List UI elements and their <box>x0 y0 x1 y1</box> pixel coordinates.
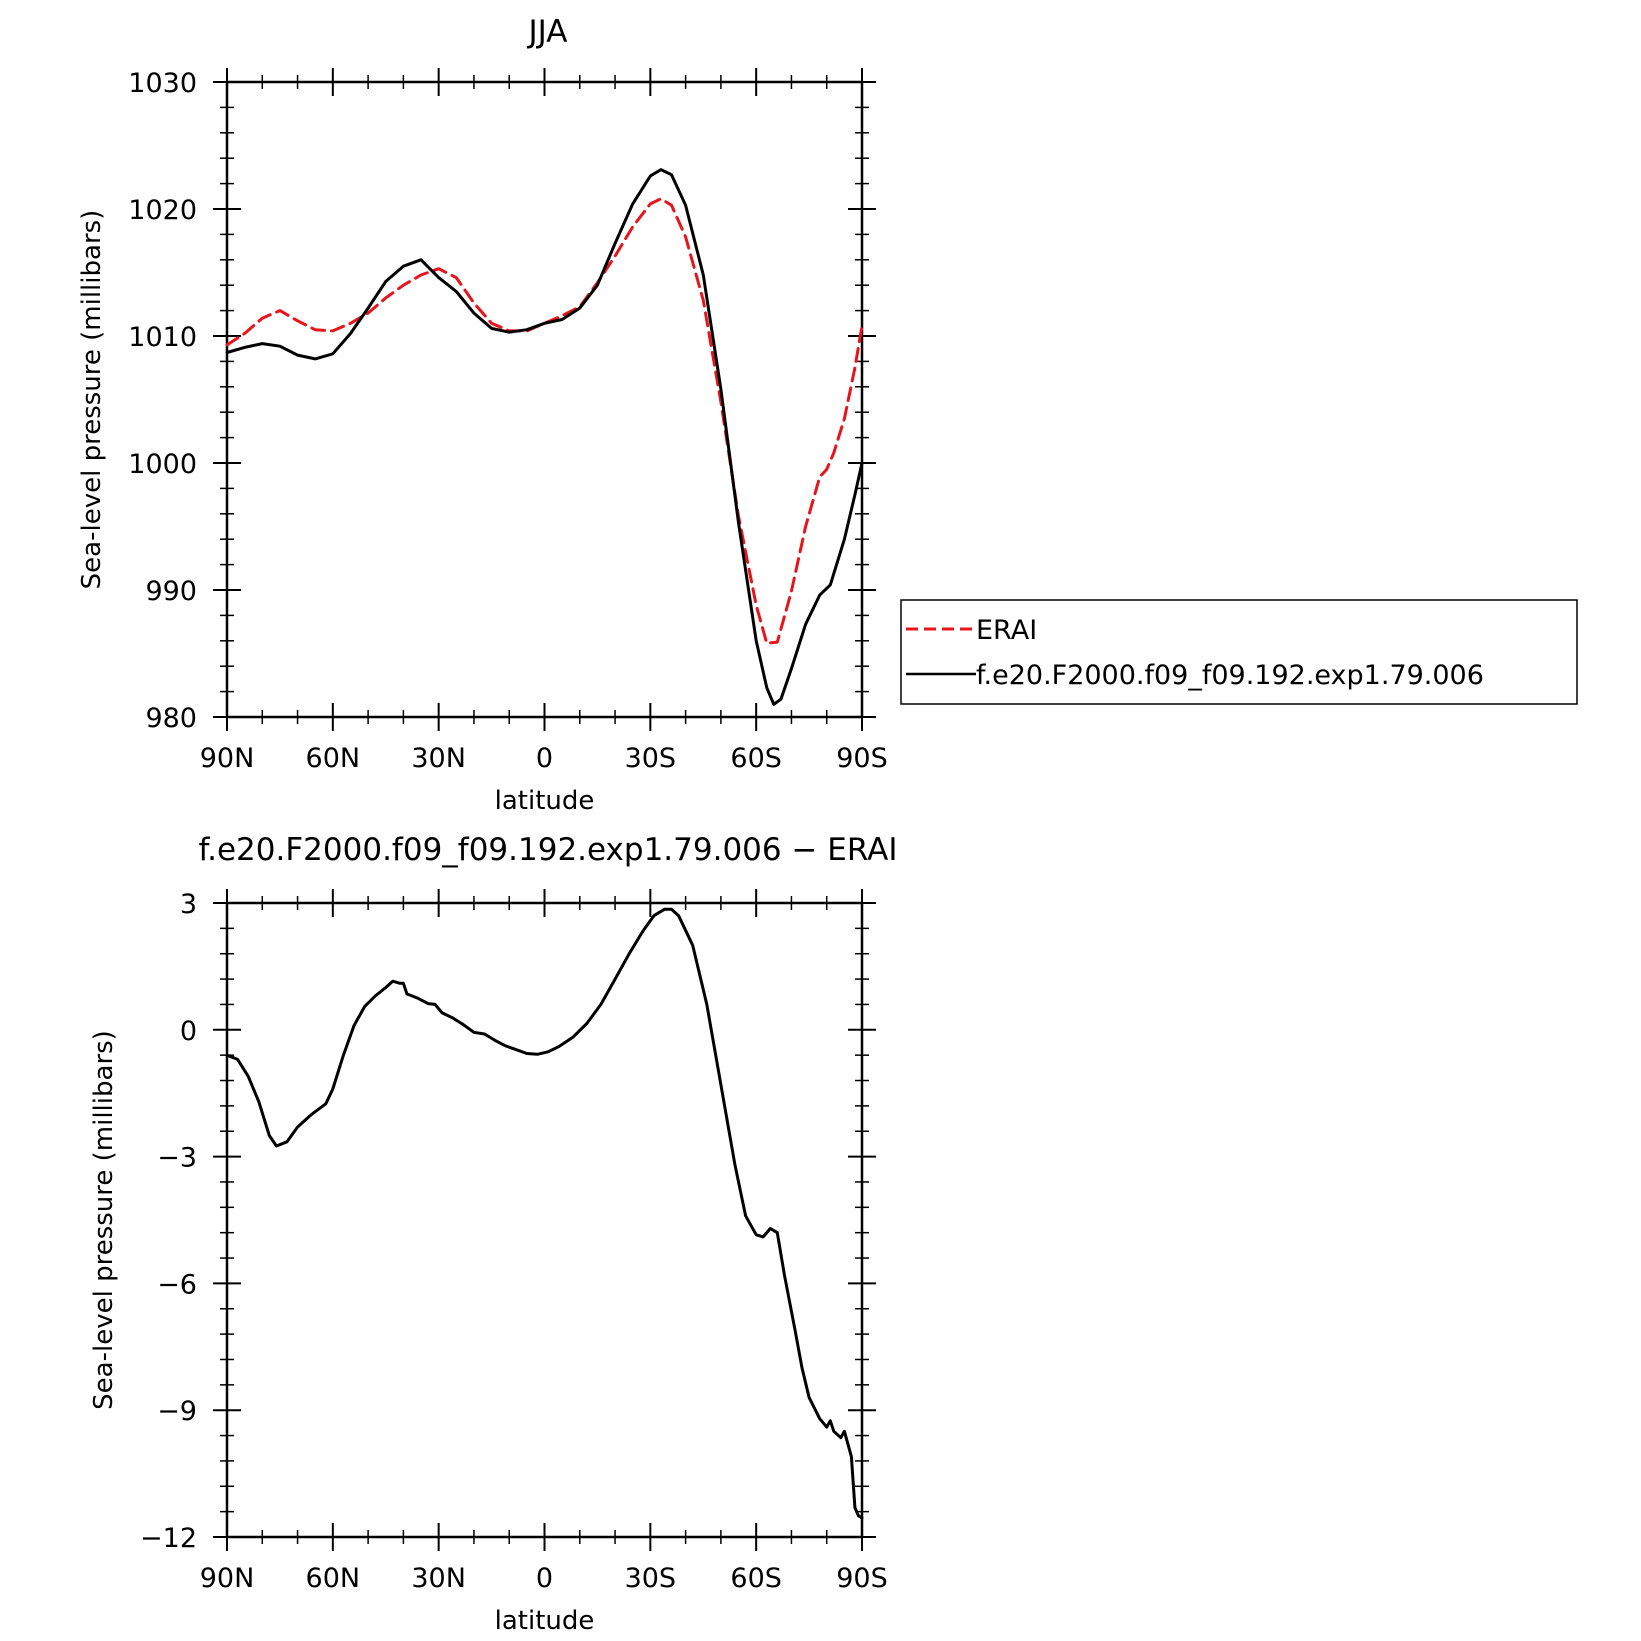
y-tick-label: 980 <box>145 703 197 734</box>
y-tick-label: 0 <box>180 1016 197 1047</box>
bottom-panel-title: f.e20.F2000.f09_f09.192.exp1.79.006 − ER… <box>198 832 897 868</box>
y-tick-label: 1020 <box>128 195 197 226</box>
bottom-x-axis-label: latitude <box>495 1606 595 1636</box>
bottom-y-axis-label: Sea-level pressure (millibars) <box>89 1030 119 1410</box>
plot-border <box>225 901 864 1539</box>
bottom-y-axis-ticks: −12 −9 −6 −3 0 3 <box>140 889 876 1554</box>
erai-series-line <box>225 197 864 645</box>
bottom-plot-frame <box>225 901 864 1539</box>
difference-series-line <box>225 907 864 1520</box>
y-tick-label: −3 <box>157 1143 197 1174</box>
bottom-panel: f.e20.F2000.f09_f09.192.exp1.79.006 − ER… <box>89 832 898 1636</box>
x-tick-label: 30N <box>411 1563 466 1594</box>
x-tick-label: 0 <box>536 743 553 774</box>
x-tick-label: 60S <box>730 1563 782 1594</box>
y-tick-label: 990 <box>145 576 197 607</box>
top-x-axis-label: latitude <box>495 786 595 816</box>
x-tick-label: 90S <box>836 1563 888 1594</box>
x-tick-label: 90N <box>200 743 255 774</box>
model-series-line <box>225 168 864 706</box>
y-tick-label: −9 <box>157 1396 197 1427</box>
top-y-axis-label: Sea-level pressure (millibars) <box>77 210 107 590</box>
plot-border <box>225 80 864 719</box>
legend-box <box>900 599 1578 705</box>
legend-label-erai: ERAI <box>976 615 1037 646</box>
bottom-x-axis-ticks: 90N 60N 30N 0 30S 60S 90S <box>200 889 888 1594</box>
y-tick-label: 1010 <box>128 322 197 353</box>
x-tick-label: 30S <box>625 1563 677 1594</box>
legend-label-model: f.e20.F2000.f09_f09.192.exp1.79.006 <box>976 660 1484 691</box>
top-panel: JJA 980 990 1000 1010 1020 1030 90N 60N 30N 0 30S… <box>77 14 888 816</box>
x-tick-label: 0 <box>536 1563 553 1594</box>
x-tick-label: 90S <box>836 743 888 774</box>
x-tick-label: 60N <box>306 743 361 774</box>
y-tick-label: −12 <box>140 1523 197 1554</box>
x-tick-label: 30N <box>411 743 466 774</box>
top-series-group <box>225 168 864 706</box>
x-tick-label: 60S <box>730 743 782 774</box>
y-tick-label: 3 <box>180 889 197 920</box>
top-panel-title: JJA <box>527 14 568 50</box>
top-x-axis-ticks: 90N 60N 30N 0 30S 60S 90S <box>200 68 888 774</box>
bottom-series-group <box>225 907 864 1520</box>
x-tick-label: 60N <box>306 1563 361 1594</box>
y-tick-label: 1000 <box>128 449 197 480</box>
y-tick-label: −6 <box>157 1269 197 1300</box>
y-tick-label: 1030 <box>128 68 197 99</box>
legend: ERAI f.e20.F2000.f09_f09.192.exp1.79.006 <box>900 599 1578 705</box>
x-tick-label: 30S <box>625 743 677 774</box>
x-tick-label: 90N <box>200 1563 255 1594</box>
top-y-axis-ticks: 980 990 1000 1010 1020 1030 <box>128 68 876 734</box>
top-plot-frame <box>225 80 864 719</box>
